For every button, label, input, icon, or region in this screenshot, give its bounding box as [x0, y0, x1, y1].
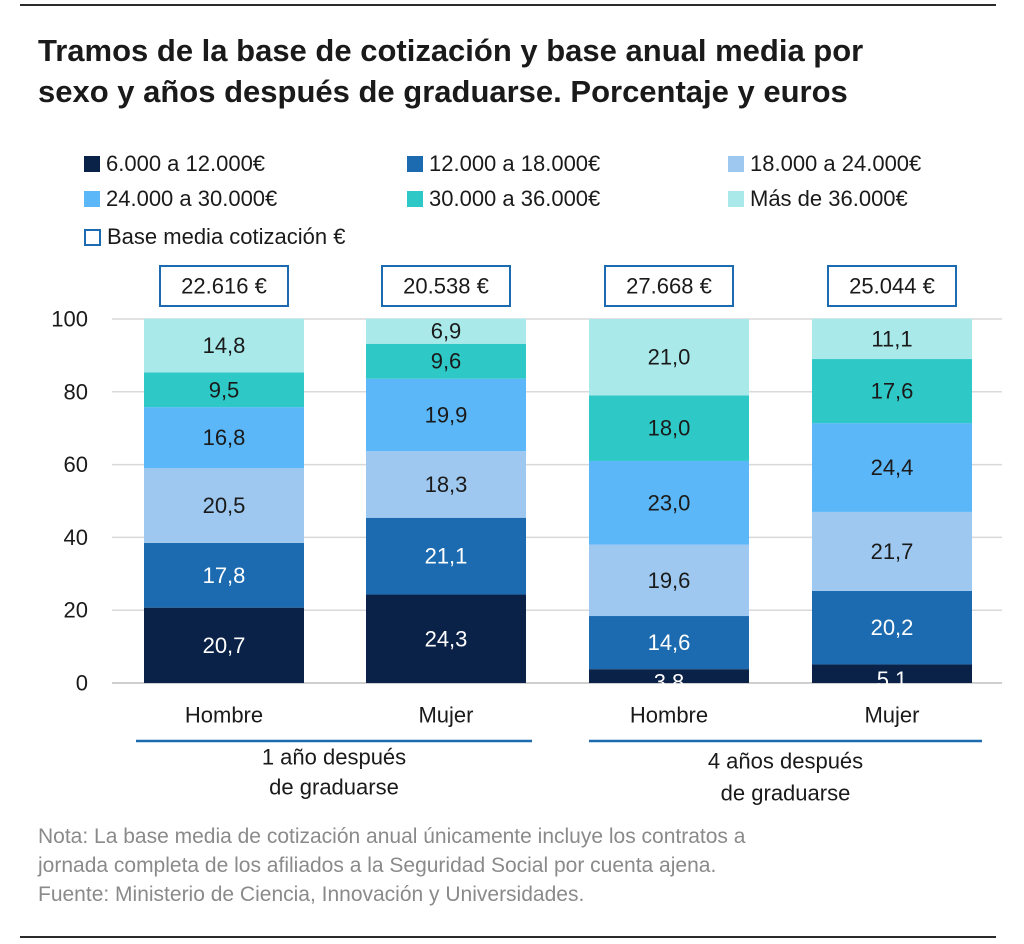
data-label: 14,8: [203, 333, 246, 358]
data-label: 14,6: [648, 630, 691, 655]
y-tick-label: 0: [76, 671, 88, 696]
group-label-line-1: 4 años después: [708, 749, 863, 774]
data-label: 24,4: [871, 455, 914, 480]
data-label: 21,7: [871, 539, 914, 564]
data-label: 18,0: [648, 416, 691, 441]
base-media-label: 27.668 €: [626, 274, 712, 299]
data-label: 20,5: [203, 493, 246, 518]
data-label: 20,2: [871, 615, 914, 640]
x-tick-label: Hombre: [185, 703, 263, 728]
base-media-label: 20.538 €: [403, 274, 489, 299]
x-tick-label: Mujer: [418, 703, 473, 728]
bottom-rule: [20, 936, 996, 938]
data-label: 16,8: [203, 425, 246, 450]
base-media-label: 25.044 €: [849, 274, 935, 299]
data-label: 24,3: [425, 626, 468, 651]
data-label: 17,8: [203, 563, 246, 588]
group-label-line-2: de graduarse: [721, 781, 851, 806]
data-label: 3,8: [654, 670, 685, 695]
data-label: 18,3: [425, 472, 468, 497]
y-tick-label: 100: [51, 307, 88, 332]
stacked-bar-chart: 0 20 40 60 80 100 20,7 17,8 20,5 16,8 9,5 14,8 Hombr…: [0, 0, 1024, 944]
data-label: 19,9: [425, 402, 468, 427]
y-tick-label: 80: [64, 379, 88, 404]
data-label: 17,6: [871, 379, 914, 404]
data-label: 20,7: [203, 633, 246, 658]
note-line-3: Fuente: Ministerio de Ciencia, Innovació…: [38, 880, 998, 909]
y-tick-label: 60: [64, 452, 88, 477]
note-line-2: jornada completa de los afiliados a la S…: [38, 851, 998, 880]
base-media-label: 22.616 €: [181, 274, 267, 299]
x-tick-label: Mujer: [864, 703, 919, 728]
data-label: 6,9: [431, 319, 462, 344]
x-tick-label: Hombre: [630, 703, 708, 728]
note-line-1: Nota: La base media de cotización anual …: [38, 822, 998, 851]
data-label: 9,6: [431, 349, 462, 374]
data-label: 11,1: [871, 326, 912, 351]
data-label: 9,5: [209, 377, 240, 402]
y-tick-label: 20: [64, 598, 88, 623]
chart-note: Nota: La base media de cotización anual …: [38, 822, 998, 909]
data-label: 19,6: [648, 568, 691, 593]
group-label-line-2: de graduarse: [269, 775, 399, 800]
data-label: 5,1: [877, 667, 908, 692]
group-label-line-1: 1 año después: [262, 745, 406, 770]
data-label: 23,0: [648, 490, 691, 515]
y-tick-label: 40: [64, 525, 88, 550]
data-label: 21,0: [648, 345, 691, 370]
data-label: 21,1: [425, 544, 468, 569]
